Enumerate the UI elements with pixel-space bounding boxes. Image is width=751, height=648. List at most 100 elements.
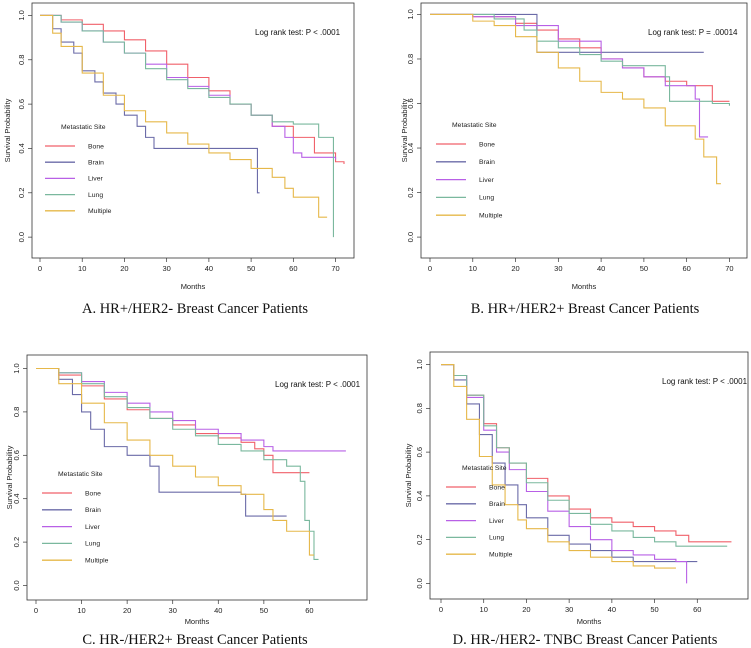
x-tick-label: 30 (554, 264, 562, 273)
panel-d-frame (429, 351, 749, 600)
km-curve-bone (441, 364, 732, 543)
x-axis-title: Months (577, 617, 602, 626)
x-tick-label: 20 (123, 606, 131, 615)
panel-b: 0 10 20 30 40 50 60 70 0.0 0.2 0.4 0.6 0.8 1.0 Months S… (400, 2, 748, 317)
legend-title: Metastatic Site (462, 465, 507, 472)
y-tick-label: 0.4 (415, 491, 424, 501)
legend-title: Metastatic Site (61, 124, 106, 131)
x-tick-label: 0 (439, 605, 443, 614)
km-curve-multiple (36, 367, 314, 556)
legend-title: Metastatic Site (58, 471, 103, 478)
x-tick-label: 10 (469, 264, 477, 273)
y-axis-title: Survival Probability (404, 443, 413, 507)
y-tick-label: 0.6 (12, 450, 21, 460)
km-curve-lung (430, 13, 730, 106)
km-curve-liver (441, 364, 688, 584)
x-tick-label: 40 (214, 606, 222, 615)
x-tick-label: 10 (480, 605, 488, 614)
km-curve-lung (36, 367, 319, 560)
y-tick-label: 1.0 (406, 9, 415, 19)
legend-label-lung: Lung (479, 195, 494, 202)
legend-title: Metastatic Site (452, 122, 497, 129)
y-tick-label: 1.0 (415, 359, 424, 369)
x-tick-label: 60 (305, 606, 313, 615)
panel-c-caption: C. HR-/HER2+ Breast Cancer Patients (82, 632, 308, 648)
x-axis-title: Months (185, 617, 210, 626)
legend-label-liver: Liver (479, 177, 494, 184)
legend-label-multiple: Multiple (85, 558, 109, 565)
y-tick-label: 0.2 (17, 188, 26, 198)
y-tick-label: 0.0 (406, 232, 415, 242)
legend-label-brain: Brain (479, 159, 495, 166)
legend-label-brain: Brain (85, 507, 101, 514)
x-tick-label: 30 (565, 605, 573, 614)
y-tick-label: 0.4 (406, 143, 415, 153)
panel-a: 0 10 20 30 40 50 60 70 0.0 0.2 0.4 0.6 0.8 1.0 Months S… (3, 2, 355, 317)
km-curve-liver (430, 13, 709, 138)
x-tick-label: 30 (169, 606, 177, 615)
km-curve-multiple (430, 13, 721, 185)
legend-label-bone: Bone (88, 143, 104, 150)
log-rank-annotation: Log rank test: P = .00014 (648, 28, 738, 37)
x-tick-label: 30 (162, 264, 170, 273)
panel-c: 0 10 20 30 40 50 60 0.0 0.2 0.4 0.6 0.8 1.0 Months Sur… (5, 354, 368, 648)
x-tick-label: 70 (331, 264, 339, 273)
x-tick-label: 70 (725, 264, 733, 273)
y-tick-label: 0.4 (12, 493, 21, 503)
y-axis-title: Survival Probability (5, 445, 14, 509)
km-curve-multiple (40, 14, 328, 218)
panel-a-caption: A. HR+/HER2- Breast Cancer Patients (82, 301, 308, 317)
x-tick-label: 50 (260, 606, 268, 615)
legend-label-multiple: Multiple (489, 552, 513, 559)
km-curve-lung (40, 14, 334, 238)
y-axis-title: Survival Probability (3, 98, 12, 162)
y-tick-label: 1.0 (17, 10, 26, 20)
y-tick-label: 1.0 (12, 363, 21, 373)
panel-c-frame (26, 354, 368, 601)
legend-label-bone: Bone (479, 141, 495, 148)
x-tick-label: 10 (78, 264, 86, 273)
log-rank-annotation: Log rank test: P < .0001 (255, 28, 341, 37)
km-curve-brain (40, 14, 260, 194)
legend-label-brain: Brain (88, 160, 104, 167)
y-tick-label: 0.8 (415, 403, 424, 413)
legend-label-bone: Bone (489, 484, 505, 491)
legend-label-liver: Liver (489, 518, 504, 525)
panel-a-frame (31, 2, 355, 259)
y-tick-label: 0.8 (12, 407, 21, 417)
x-tick-label: 0 (34, 606, 38, 615)
y-tick-label: 0.2 (415, 534, 424, 544)
legend-label-lung: Lung (489, 535, 504, 542)
x-tick-label: 50 (247, 264, 255, 273)
legend-label-multiple: Multiple (88, 208, 112, 215)
x-tick-label: 60 (682, 264, 690, 273)
y-tick-label: 0.6 (415, 447, 424, 457)
x-tick-label: 20 (120, 264, 128, 273)
km-curve-lung (441, 364, 728, 547)
km-curve-bone (40, 14, 345, 164)
y-tick-label: 0.2 (406, 187, 415, 197)
x-tick-label: 10 (77, 606, 85, 615)
km-curve-multiple (441, 364, 676, 569)
x-tick-label: 20 (511, 264, 519, 273)
legend-label-bone: Bone (85, 490, 101, 497)
x-axis-title: Months (572, 282, 597, 291)
y-tick-label: 0.8 (406, 54, 415, 64)
legend-label-lung: Lung (85, 541, 100, 548)
x-tick-label: 60 (289, 264, 297, 273)
y-axis-title: Survival Probability (400, 98, 409, 162)
x-tick-label: 20 (522, 605, 530, 614)
log-rank-annotation: Log rank test: P < .0001 (662, 377, 748, 386)
x-tick-label: 0 (428, 264, 432, 273)
legend-label-liver: Liver (88, 176, 103, 183)
x-axis-title: Months (181, 282, 206, 291)
y-tick-label: 0.0 (415, 578, 424, 588)
log-rank-annotation: Log rank test: P < .0001 (275, 380, 361, 389)
x-tick-label: 60 (693, 605, 701, 614)
x-tick-label: 40 (205, 264, 213, 273)
panel-d-caption: D. HR-/HER2- TNBC Breast Cancer Patients (453, 632, 718, 648)
km-curve-brain (441, 364, 698, 563)
y-tick-label: 0.6 (406, 98, 415, 108)
legend-label-multiple: Multiple (479, 213, 503, 220)
